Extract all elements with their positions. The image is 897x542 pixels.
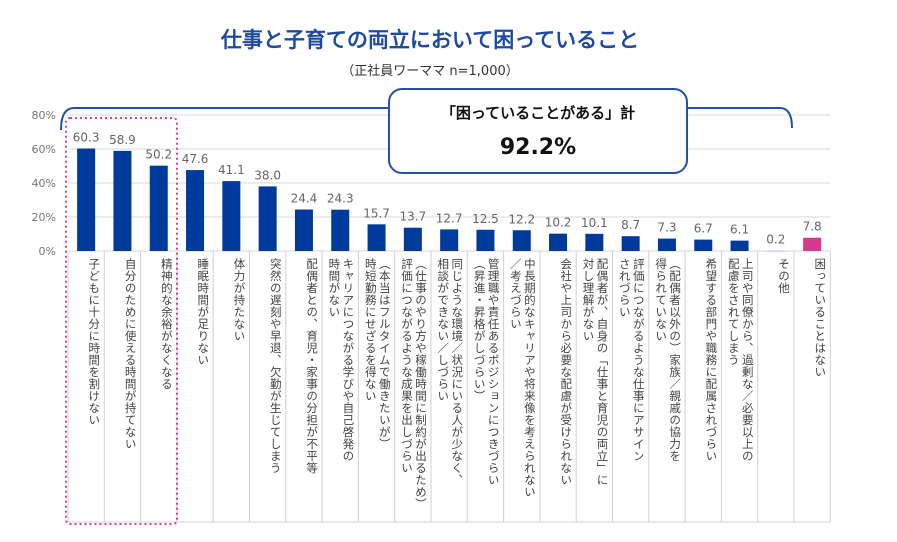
category-label: 配偶者との、育児・家事の分担が不平等: [305, 258, 320, 474]
data-label: 7.3: [657, 221, 676, 235]
y-tick-label: 40%: [32, 177, 56, 190]
bar: [694, 239, 713, 251]
bar: [549, 233, 568, 251]
category-label: （仕事のやり方や稼働時間に制約が出るため） 評価につながるような成果を出しづらい: [399, 258, 428, 510]
category-label: 中長期的なキャリアや将来像を考えられない ／考えづらい: [508, 258, 537, 498]
y-tick-label: 0%: [39, 245, 56, 258]
bar: [258, 186, 277, 251]
data-label: 24.3: [327, 192, 354, 206]
data-label: 0.2: [766, 233, 785, 247]
data-label: 60.3: [73, 130, 100, 144]
y-tick-label: 80%: [32, 109, 56, 122]
bar: [113, 150, 132, 251]
y-tick-label: 20%: [32, 211, 56, 224]
y-tick-label: 60%: [32, 143, 56, 156]
category-label: 同じような環境／状況にいる人が少なく、 相談ができない／しづらい: [436, 258, 465, 486]
category-label: キャリアにつながる学びや自己啓発の 時間がない: [327, 258, 356, 462]
bar: [149, 165, 168, 251]
data-label: 50.2: [145, 148, 172, 162]
category-label: 管理職や責任あるポジションにつきづらい （昇進・昇格がしづらい）: [472, 258, 501, 486]
top3-highlight-box: [65, 117, 178, 525]
bar: [294, 209, 313, 251]
category-label: 睡眠時間が足りない: [196, 258, 211, 366]
data-label: 12.2: [508, 212, 535, 226]
category-label: 子どもに十分に時間を割けない: [87, 258, 102, 426]
category-label: 上司や同僚から、過剰な／必要以上の 配慮をされてしまう: [726, 258, 755, 462]
bar: [657, 238, 676, 251]
category-label: （本当はフルタイムで働きたいが） 時短勤務にせざるを得ない: [363, 258, 392, 450]
bar: [186, 170, 205, 251]
bar: [222, 181, 241, 251]
data-label: 15.7: [363, 206, 390, 220]
category-label: その他: [776, 258, 791, 294]
category-label: 自分のために使える時間が持てない: [123, 258, 138, 450]
bar: [77, 148, 96, 251]
data-label: 10.2: [545, 216, 572, 230]
category-label: 精神的な余裕がなくなる: [159, 258, 174, 390]
bar: [367, 224, 386, 251]
bar: [403, 227, 422, 251]
category-label: 配偶者が、自身の「仕事と育児の両立」に 対し理解がない: [581, 258, 610, 486]
data-label: 8.7: [621, 218, 640, 232]
data-label: 6.7: [694, 222, 713, 236]
category-label: 会社や上司から必要な配慮が受けられない: [559, 258, 574, 486]
data-label: 10.1: [581, 216, 608, 230]
bar: [331, 209, 350, 251]
data-label: 13.7: [399, 210, 426, 224]
bar: [512, 230, 531, 251]
category-label: （配偶者以外の）家族／親戚の協力を 得られていない: [654, 258, 683, 462]
total-callout: 「困っていることがある」計 92.2%: [388, 88, 688, 174]
data-label: 58.9: [109, 133, 136, 147]
callout-label: 「困っていることがある」計: [440, 104, 636, 122]
data-label: 47.6: [182, 152, 209, 166]
bar: [585, 233, 604, 251]
bar: [440, 229, 459, 251]
category-label: 評価につながるような仕事にアサイン されづらい: [617, 258, 646, 462]
data-label: 12.5: [472, 212, 499, 226]
category-label: 困っていることはない: [813, 258, 828, 378]
data-label: 38.0: [254, 168, 281, 182]
category-label: 体力が持たない: [232, 258, 247, 342]
bar: [803, 237, 822, 251]
callout-value: 92.2%: [499, 135, 577, 160]
category-label: 突然の遅刻や早退、欠勤が生じてしまう: [268, 258, 283, 474]
bar: [621, 236, 640, 251]
chart-subtitle: （正社員ワーママ n=1,000）: [341, 64, 519, 79]
bar: [766, 250, 785, 252]
category-label: 希望する部門や職務に配属されづらい: [704, 258, 719, 462]
data-label: 6.1: [730, 223, 749, 237]
data-label: 41.1: [218, 163, 245, 177]
data-label: 12.7: [436, 211, 463, 225]
bar: [476, 229, 495, 251]
data-label: 7.8: [803, 220, 822, 234]
data-label: 24.4: [291, 192, 318, 206]
bar: [730, 240, 749, 251]
chart-title: 仕事と子育ての両立において困っていること: [220, 28, 640, 52]
